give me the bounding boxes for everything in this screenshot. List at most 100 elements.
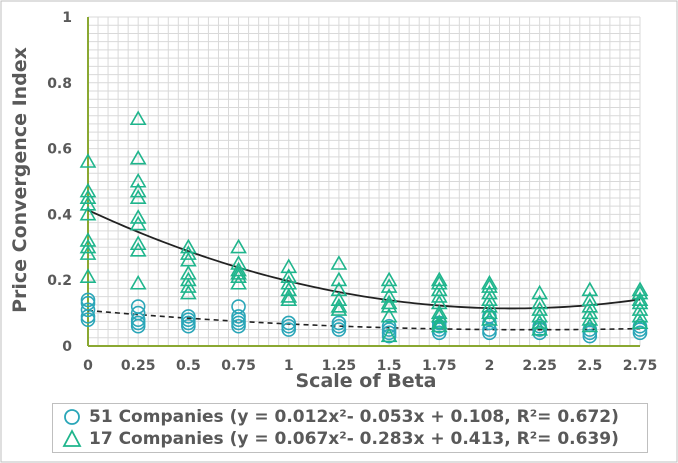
data-point-triangle xyxy=(631,284,649,300)
data-point-circle xyxy=(80,312,96,327)
data-point-triangle xyxy=(129,209,147,224)
x-tick-label: 2.25 xyxy=(522,358,557,374)
y-axis-label: Price Convergence Index xyxy=(9,47,31,313)
data-point-triangle xyxy=(330,281,348,297)
x-tick-label: 0 xyxy=(83,358,93,374)
y-tick-label: 0.4 xyxy=(47,207,72,223)
trendline-17-companies xyxy=(87,209,641,310)
x-tick-label: 1 xyxy=(284,358,294,374)
data-point-triangle xyxy=(280,291,298,306)
data-point-triangle xyxy=(330,271,348,287)
data-point-triangle xyxy=(380,307,398,323)
y-tick-label: 0.8 xyxy=(47,76,72,92)
data-point-triangle xyxy=(581,311,599,326)
data-point-circle xyxy=(632,325,648,341)
data-point-triangle xyxy=(430,307,448,323)
data-point-circle xyxy=(331,322,347,337)
x-tick-label: 2.5 xyxy=(577,358,602,374)
data-point-triangle xyxy=(79,205,97,221)
legend: 51 Companies (y = 0.012x²- 0.053x + 0.10… xyxy=(52,403,648,453)
data-point-triangle xyxy=(330,301,348,316)
data-point-triangle xyxy=(129,235,147,251)
data-point-triangle xyxy=(129,274,147,290)
circle-marker-icon xyxy=(64,409,80,425)
data-point-triangle xyxy=(179,245,197,260)
x-tick-label: 0.75 xyxy=(221,358,256,374)
y-tick-label: 1 xyxy=(62,10,72,26)
data-point-triangle xyxy=(179,278,197,293)
data-point-triangle xyxy=(380,288,398,303)
data-point-triangle xyxy=(531,314,549,330)
y-tick-label: 0.6 xyxy=(47,142,72,158)
data-point-triangle xyxy=(129,149,147,165)
data-point-triangle xyxy=(129,172,147,188)
x-tick-label: 2.75 xyxy=(623,358,658,374)
data-point-triangle xyxy=(380,278,398,293)
data-point-triangle xyxy=(481,274,498,290)
x-tick-label: 0.25 xyxy=(121,358,156,374)
data-point-triangle xyxy=(330,291,348,306)
x-axis-label: Scale of Beta xyxy=(295,370,437,392)
legend-item-17-companies: 17 Companies (y = 0.067x²- 0.283x + 0.41… xyxy=(61,428,619,450)
data-point-circle xyxy=(482,325,497,341)
data-point-circle xyxy=(181,318,196,334)
data-point-triangle xyxy=(430,288,448,303)
data-point-triangle xyxy=(79,238,97,254)
data-point-triangle xyxy=(581,317,599,333)
data-point-triangle xyxy=(230,238,247,254)
data-point-triangle xyxy=(230,274,247,290)
data-point-circle xyxy=(231,318,246,334)
x-tick-label: 1.25 xyxy=(322,358,357,374)
data-point-triangle xyxy=(230,268,247,283)
data-point-circle xyxy=(431,325,447,341)
data-point-triangle xyxy=(631,291,649,306)
data-point-triangle xyxy=(631,307,649,323)
data-point-triangle xyxy=(380,297,398,313)
x-tick-label: 1.75 xyxy=(422,358,457,374)
data-point-triangle xyxy=(280,281,298,297)
legend-label-17-companies: 17 Companies (y = 0.067x²- 0.283x + 0.41… xyxy=(89,429,619,449)
x-tick-label: 2 xyxy=(485,358,495,374)
data-point-triangle xyxy=(430,271,448,287)
data-point-triangle xyxy=(380,271,398,287)
y-tick-label: 0 xyxy=(62,339,72,355)
data-point-triangle xyxy=(129,110,147,126)
data-point-circle xyxy=(582,328,598,344)
data-point-circle xyxy=(281,322,297,337)
trendline-51-companies xyxy=(87,309,641,331)
data-point-triangle xyxy=(581,281,599,297)
data-point-triangle xyxy=(79,153,97,168)
data-point-triangle xyxy=(430,314,448,330)
data-point-triangle xyxy=(430,317,448,333)
data-point-triangle xyxy=(79,245,97,260)
data-point-triangle xyxy=(179,284,197,300)
data-point-triangle xyxy=(531,320,549,336)
data-point-triangle xyxy=(79,195,97,211)
legend-label-51-companies: 51 Companies (y = 0.012x²- 0.053x + 0.10… xyxy=(89,407,619,427)
data-point-triangle xyxy=(631,314,649,330)
data-point-triangle xyxy=(330,297,348,313)
data-point-triangle xyxy=(230,265,247,280)
data-point-triangle xyxy=(380,327,398,343)
data-point-triangle xyxy=(280,288,298,303)
data-point-triangle xyxy=(330,255,348,270)
data-point-triangle xyxy=(129,189,147,204)
data-point-triangle xyxy=(531,284,549,300)
data-point-triangle xyxy=(481,311,498,326)
data-point-circle xyxy=(130,318,146,334)
legend-item-51-companies: 51 Companies (y = 0.012x²- 0.053x + 0.10… xyxy=(61,406,619,428)
data-point-triangle xyxy=(129,241,147,257)
data-point-triangle xyxy=(79,268,97,283)
y-tick-label: 0.2 xyxy=(47,273,72,289)
data-point-triangle xyxy=(79,189,97,204)
data-point-triangle xyxy=(129,182,147,198)
triangle-marker-icon xyxy=(62,429,82,447)
data-point-circle xyxy=(80,302,96,318)
data-point-triangle xyxy=(280,258,298,274)
data-point-triangle xyxy=(129,215,147,231)
data-point-triangle xyxy=(481,304,498,320)
x-tick-label: 1.5 xyxy=(377,358,402,374)
x-tick-label: 0.5 xyxy=(176,358,201,374)
